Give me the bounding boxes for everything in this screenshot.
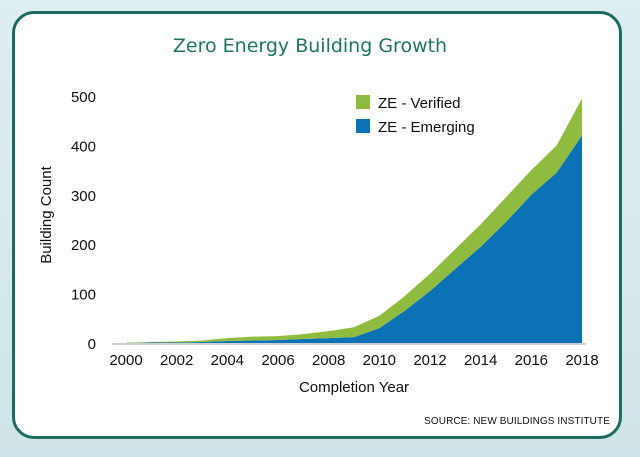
x-tick-label: 2000 [109, 352, 142, 369]
x-tick-label: 2006 [261, 352, 294, 369]
chart-title: Zero Energy Building Growth [172, 35, 448, 57]
plot-areas [126, 98, 582, 343]
y-tick-labels: 500 400 300 200 100 0 [71, 89, 96, 353]
legend-swatch [356, 95, 370, 109]
area-series-ze-emerging [126, 135, 582, 343]
x-tick-label: 2018 [565, 352, 598, 369]
y-tick-label: 500 [71, 89, 96, 106]
x-tick-label: 2008 [312, 352, 345, 369]
legend: ZE - Verified ZE - Emerging [356, 95, 475, 136]
y-tick-label: 100 [71, 287, 96, 304]
legend-label: ZE - Verified [378, 95, 461, 112]
x-tick-label: 2010 [363, 352, 396, 369]
legend-label: ZE - Emerging [378, 119, 475, 136]
x-tick-labels: 2000 2002 2004 2006 2008 2010 2012 2014 2016 2018 [109, 352, 598, 369]
y-tick-label: 0 [88, 336, 96, 353]
legend-swatch [356, 119, 370, 133]
y-tick-label: 300 [71, 188, 96, 205]
x-tick-label: 2016 [515, 352, 548, 369]
x-axis-label: Completion Year [299, 379, 409, 396]
y-tick-label: 200 [71, 237, 96, 254]
y-tick-label: 400 [71, 138, 96, 155]
x-tick-label: 2014 [464, 352, 497, 369]
source-note: SOURCE: NEW BUILDINGS INSTITUTE [424, 416, 610, 427]
area-series-ze-verified [126, 98, 582, 343]
x-tick-label: 2004 [211, 352, 244, 369]
y-axis-label: Building Count [38, 165, 55, 263]
x-tick-label: 2002 [160, 352, 193, 369]
x-tick-label: 2012 [413, 352, 446, 369]
